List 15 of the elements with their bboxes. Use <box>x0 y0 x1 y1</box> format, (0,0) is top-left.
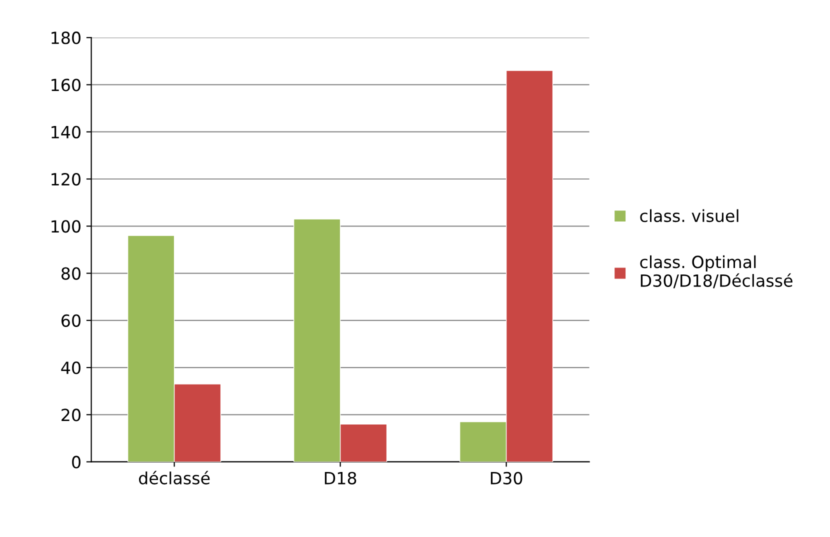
y-tick-label: 120 <box>52 172 80 186</box>
x-tick-label: D18 <box>324 472 356 484</box>
y-tick-label: 180 <box>52 32 80 44</box>
legend-label: class. Optimal D30/D18/Déclassé <box>640 255 792 288</box>
y-tick-label: 140 <box>52 126 80 138</box>
y-tick-label: 80 <box>62 267 80 280</box>
y-tick-label: 100 <box>52 220 80 233</box>
y-tick-label: 0 <box>72 456 80 468</box>
y-tick-label: 60 <box>62 314 80 327</box>
legend-label: class. visuel <box>640 209 738 222</box>
x-tick-label: D30 <box>490 472 522 484</box>
y-tick-label: 40 <box>61 362 80 374</box>
y-tick-label: 20 <box>62 408 80 422</box>
x-tick-label: déclassé <box>138 470 210 484</box>
y-tick-label: 160 <box>52 78 80 92</box>
